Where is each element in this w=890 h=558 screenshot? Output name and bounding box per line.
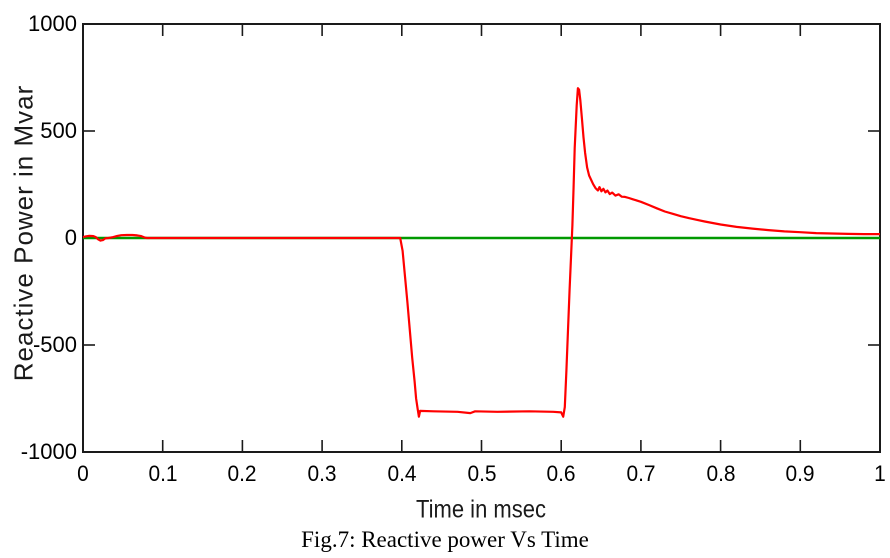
- figure-caption: Fig.7: Reactive power Vs Time: [301, 527, 589, 552]
- x-tick-label: 0.1: [148, 461, 178, 486]
- x-tick-label: 0: [77, 461, 89, 486]
- x-tick-label: 0.2: [227, 461, 257, 486]
- x-tick-label: 0.4: [387, 461, 417, 486]
- x-tick-label: 0.5: [466, 461, 497, 486]
- reactive-power-line: [82, 87, 880, 418]
- y-tick-label: 500: [40, 118, 77, 143]
- x-tick-label: 1: [874, 461, 886, 486]
- y-tick-label: -500: [32, 332, 77, 357]
- y-tick-label: 1000: [28, 11, 77, 36]
- x-tick-label: 0.8: [706, 461, 736, 486]
- x-tick-label: 0.9: [785, 461, 815, 486]
- x-tick-label: 0.7: [626, 461, 656, 486]
- x-tick-label: 0.6: [546, 461, 576, 486]
- y-tick-label: 0: [64, 225, 77, 250]
- x-tick-label: 0.3: [307, 461, 337, 486]
- x-axis-title: Time in msec: [416, 495, 546, 524]
- y-tick-label: -1000: [20, 439, 77, 464]
